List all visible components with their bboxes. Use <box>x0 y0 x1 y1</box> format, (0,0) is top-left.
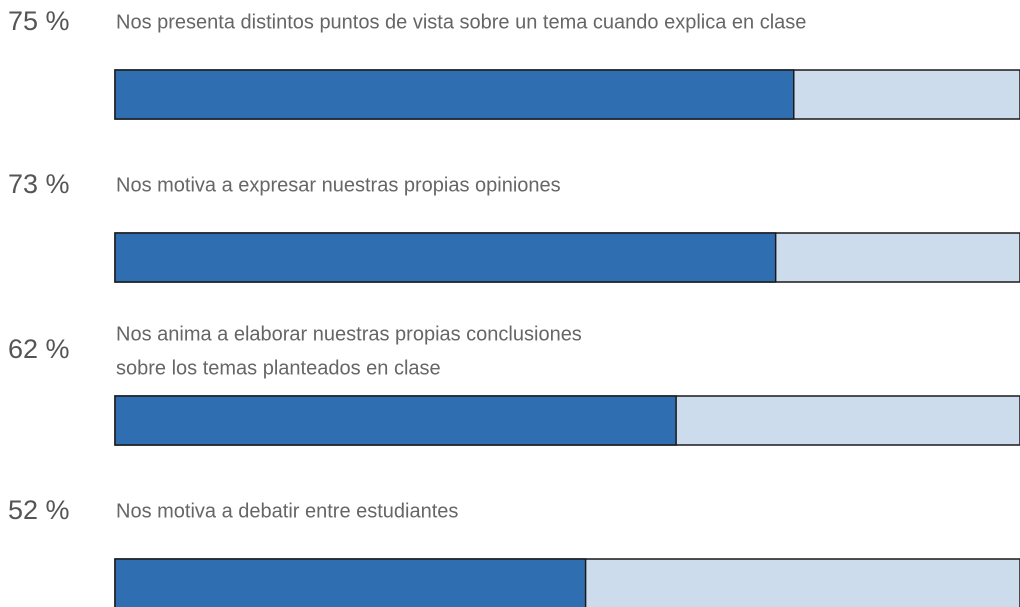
bar <box>114 558 587 607</box>
value-label: 52 % <box>8 495 70 525</box>
category-label: Nos presenta distintos puntos de vista s… <box>116 11 806 33</box>
category-label: Nos motiva a debatir entre estudiantes <box>116 500 458 522</box>
category-label: Nos motiva a expresar nuestras propias o… <box>116 174 561 196</box>
bar <box>114 232 777 283</box>
value-label: 75 % <box>8 6 70 36</box>
value-label: 73 % <box>8 169 70 199</box>
value-label: 62 % <box>8 334 70 364</box>
category-label: sobre los temas planteados en clase <box>116 357 441 379</box>
bar <box>114 69 795 120</box>
bar <box>114 395 677 446</box>
category-label: Nos anima a elaborar nuestras propias co… <box>116 323 582 345</box>
